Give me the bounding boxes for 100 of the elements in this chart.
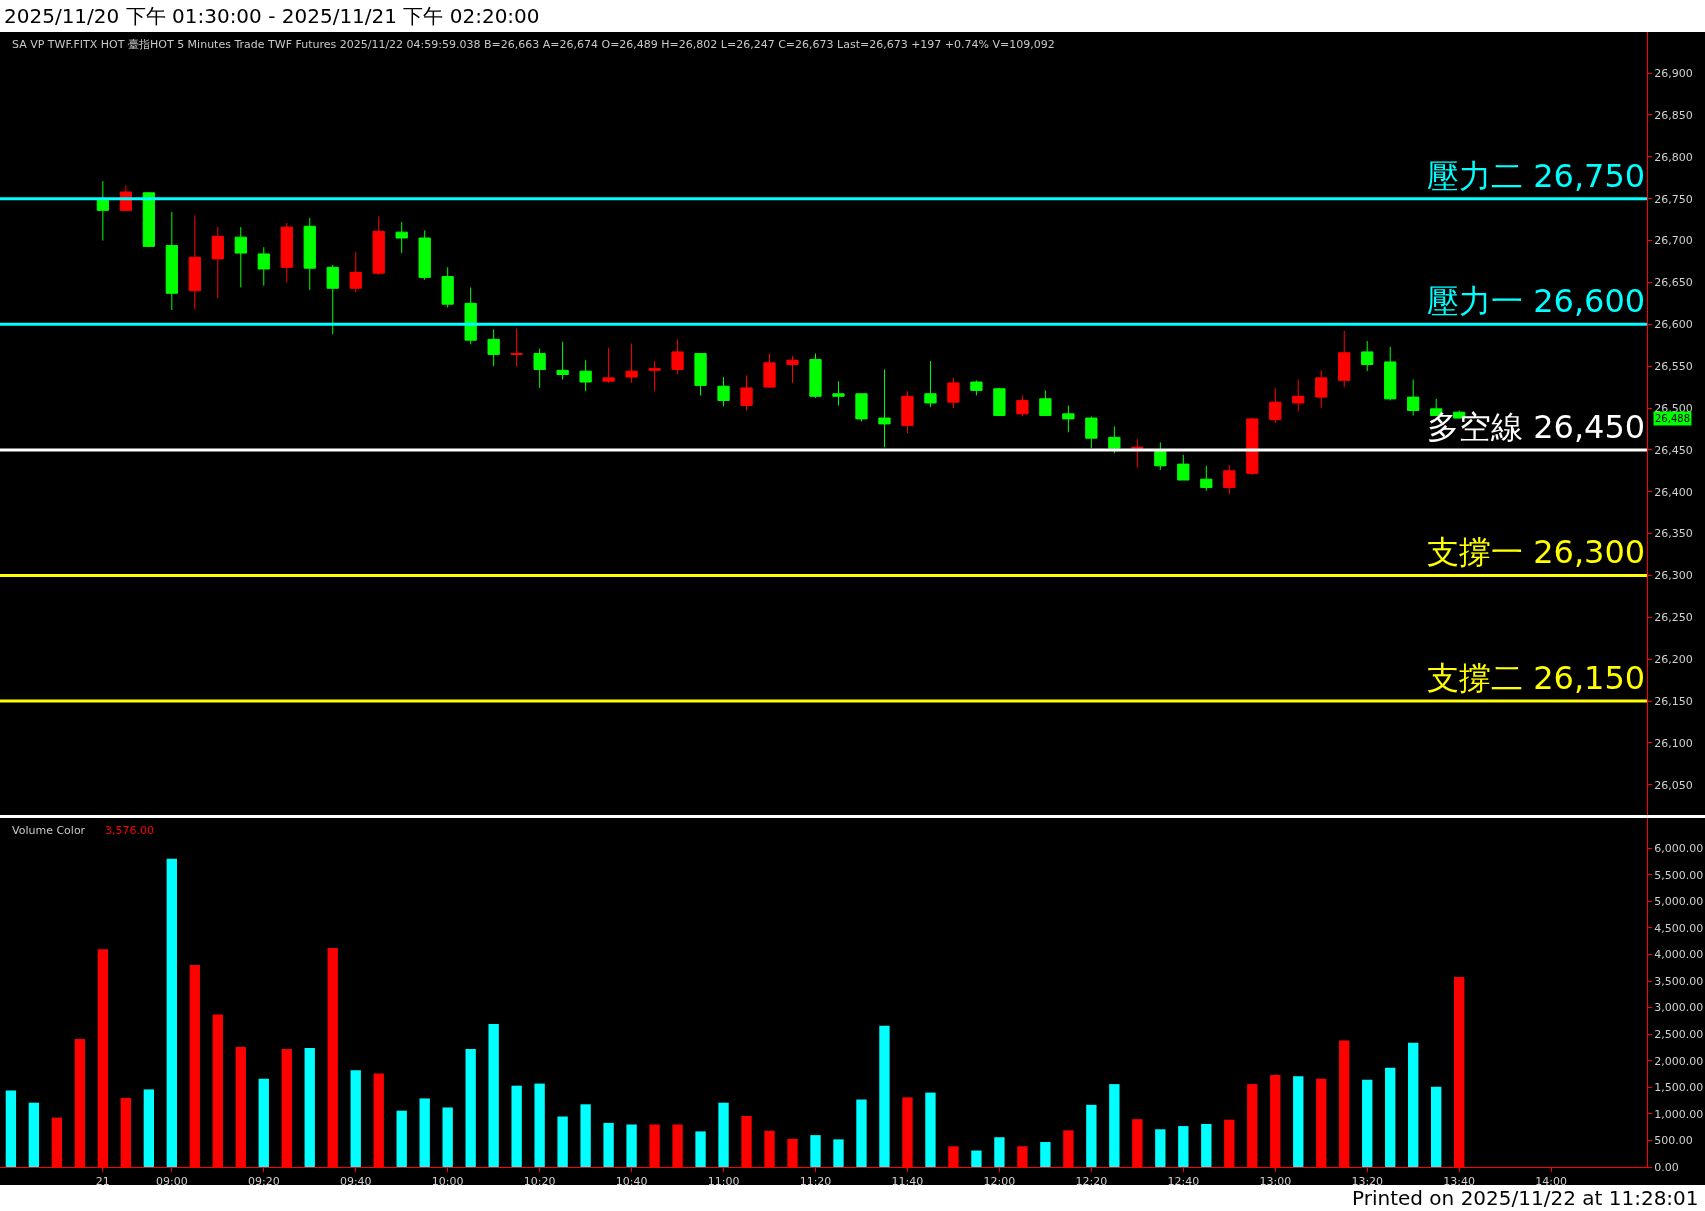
- candlestick: [533, 348, 546, 389]
- bar: [1155, 1129, 1166, 1167]
- bar: [396, 1110, 407, 1167]
- bar: [1178, 1126, 1189, 1167]
- y-tick-label: 26,450: [1654, 443, 1693, 457]
- candlestick: [1338, 330, 1351, 388]
- x-tick-label: 13:20: [1351, 1175, 1384, 1189]
- candlestick: [970, 379, 983, 396]
- x-tick-label: 12:40: [1167, 1175, 1200, 1189]
- annotation: 26,488: [1655, 413, 1690, 424]
- y-tick-label: 26,200: [1654, 653, 1693, 667]
- x-tick-label: 10:40: [615, 1175, 648, 1189]
- x-tick-label: 10:20: [523, 1175, 556, 1189]
- candlestick: [832, 380, 845, 406]
- candlestick: [1292, 379, 1305, 412]
- candlestick: [349, 251, 362, 293]
- candlestick: [993, 387, 1006, 417]
- candlestick: [855, 393, 868, 422]
- y-tick-label: 3,500.00: [1654, 974, 1704, 988]
- bar: [304, 1047, 315, 1167]
- candlestick: [257, 246, 270, 287]
- x-tick-label: 09:20: [247, 1175, 280, 1189]
- y-tick-label: 5,500.00: [1654, 868, 1704, 882]
- y-tick-label: 1,000.00: [1654, 1107, 1704, 1121]
- bar: [1385, 1067, 1396, 1167]
- y-tick-label: 6,000.00: [1654, 842, 1704, 856]
- chart-title: 2025/11/20 下午 01:30:00 - 2025/11/21 下午 02:20:00: [4, 4, 540, 28]
- candlestick: [786, 355, 799, 384]
- x-tick-label: 11:00: [707, 1175, 740, 1189]
- candlestick: [1246, 417, 1259, 476]
- bar: [580, 1104, 591, 1167]
- bar: [971, 1150, 982, 1167]
- y-tick-label: 26,300: [1654, 569, 1693, 583]
- candlestick: [1154, 441, 1167, 471]
- x-tick-label: 11:40: [891, 1175, 924, 1189]
- bar: [1109, 1084, 1120, 1167]
- bar: [5, 1090, 17, 1167]
- y-tick-label: 4,500.00: [1654, 921, 1704, 935]
- y-tick-label: 2,500.00: [1654, 1028, 1704, 1042]
- candlestick: [694, 353, 707, 396]
- bar: [833, 1139, 844, 1167]
- candlestick: [142, 191, 155, 248]
- x-tick-label: 13:00: [1259, 1175, 1292, 1189]
- y-tick-label: 26,800: [1654, 150, 1693, 164]
- bar: [1431, 1086, 1442, 1167]
- x-tick-label: 11:20: [799, 1175, 832, 1189]
- bar: [534, 1083, 545, 1167]
- y-tick-label: 26,900: [1654, 66, 1693, 80]
- bar: [1408, 1042, 1419, 1167]
- candlestick: [418, 229, 431, 281]
- candlestick: [809, 353, 822, 399]
- candlestick: [1062, 405, 1075, 433]
- candlestick: [441, 266, 454, 309]
- annotation: 3,576.00: [105, 824, 154, 837]
- candlestick: [1223, 464, 1236, 495]
- candlestick: [464, 286, 477, 345]
- candlestick: [211, 226, 224, 299]
- bar: [557, 1116, 568, 1167]
- bar: [350, 1070, 361, 1167]
- annotation: SA VP TWF.FITX HOT 臺指HOT 5 Minutes Trade TWF Futures 2025/11/22 04:59:59.038 B=26,663 A=26,674 O=26,489 H=26,802 L=26,247 C=26,673 Last=26,673 +197 +0.74% V=109,092: [12, 38, 1055, 51]
- bar: [810, 1135, 821, 1167]
- candlestick: [1108, 425, 1121, 454]
- y-tick-label: 0.00: [1654, 1160, 1679, 1174]
- candlestick: [510, 327, 523, 368]
- candlestick: [395, 221, 408, 254]
- bar: [511, 1085, 522, 1167]
- bar: [856, 1099, 867, 1167]
- bar: [695, 1131, 706, 1167]
- candlestick: [648, 360, 661, 392]
- x-tick-label: 09:40: [339, 1175, 372, 1189]
- candlestick: [717, 376, 730, 407]
- ref-line-label: 多空線 26,450: [1427, 408, 1646, 446]
- annotation: Volume Color: [12, 824, 86, 837]
- x-tick-label: 09:00: [155, 1175, 188, 1189]
- candlestick: [1131, 438, 1144, 468]
- y-tick-label: 26,850: [1654, 108, 1693, 122]
- bar: [603, 1122, 614, 1167]
- y-tick-label: 5,000.00: [1654, 895, 1704, 909]
- x-tick-label: 10:00: [431, 1175, 464, 1189]
- bar: [1201, 1123, 1212, 1167]
- candlestick: [602, 347, 615, 384]
- bar: [166, 858, 177, 1167]
- y-tick-label: 26,350: [1654, 527, 1693, 541]
- y-tick-label: 2,000.00: [1654, 1054, 1704, 1068]
- y-tick-label: 26,150: [1654, 694, 1693, 708]
- y-tick-label: 26,050: [1654, 778, 1693, 792]
- bar: [718, 1102, 729, 1167]
- candlestick: [1361, 340, 1374, 372]
- bar: [442, 1107, 453, 1167]
- y-tick-label: 26,250: [1654, 611, 1693, 625]
- candlestick: [280, 222, 293, 283]
- bar: [28, 1102, 40, 1167]
- bar: [879, 1025, 890, 1167]
- bar: [488, 1024, 499, 1167]
- candlestick: [1039, 389, 1052, 417]
- bar: [925, 1092, 936, 1167]
- y-tick-label: 26,550: [1654, 359, 1693, 373]
- candlestick: [165, 211, 178, 311]
- bar: [419, 1098, 430, 1167]
- candlestick: [1315, 369, 1328, 409]
